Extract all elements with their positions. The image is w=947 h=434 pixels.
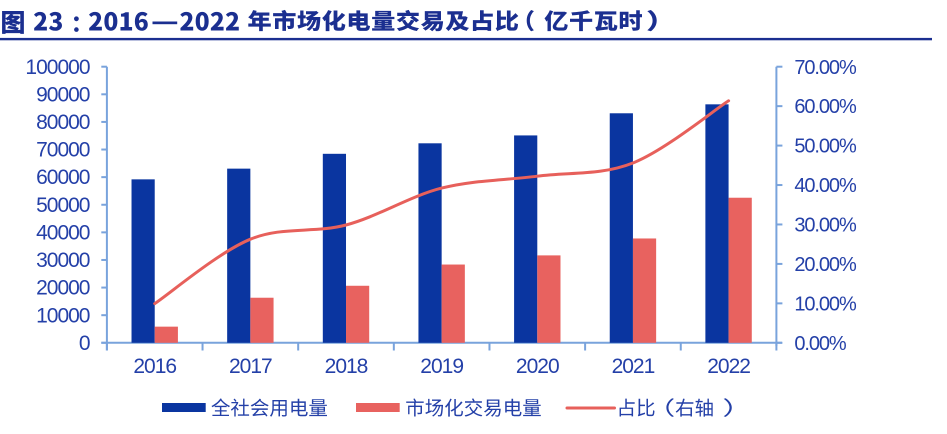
svg-text:2017: 2017 bbox=[229, 355, 272, 378]
svg-text:90000: 90000 bbox=[36, 83, 90, 106]
svg-text:2020: 2020 bbox=[516, 355, 559, 378]
svg-text:2019: 2019 bbox=[420, 355, 463, 378]
svg-text:2018: 2018 bbox=[325, 355, 368, 378]
svg-text:30000: 30000 bbox=[36, 249, 90, 272]
svg-text:40.00%: 40.00% bbox=[794, 175, 857, 197]
svg-text:10000: 10000 bbox=[36, 304, 90, 327]
svg-text:2022: 2022 bbox=[707, 355, 750, 378]
svg-text:2021: 2021 bbox=[612, 355, 655, 378]
svg-text:50.00%: 50.00% bbox=[794, 136, 857, 158]
svg-text:70000: 70000 bbox=[36, 139, 90, 162]
svg-text:40000: 40000 bbox=[36, 221, 90, 244]
svg-text:100000: 100000 bbox=[25, 56, 89, 79]
svg-text:70.00%: 70.00% bbox=[794, 57, 857, 79]
svg-text:20.00%: 20.00% bbox=[794, 254, 857, 276]
svg-text:60000: 60000 bbox=[36, 166, 90, 189]
svg-text:0.00%: 0.00% bbox=[794, 333, 847, 355]
svg-text:30.00%: 30.00% bbox=[794, 215, 857, 237]
svg-text:10.00%: 10.00% bbox=[794, 293, 857, 315]
svg-text:2016: 2016 bbox=[133, 355, 176, 378]
svg-text:60.00%: 60.00% bbox=[794, 96, 857, 118]
svg-text:80000: 80000 bbox=[36, 111, 90, 134]
svg-text:50000: 50000 bbox=[36, 194, 90, 217]
svg-text:20000: 20000 bbox=[36, 277, 90, 300]
svg-text:0: 0 bbox=[79, 332, 90, 355]
